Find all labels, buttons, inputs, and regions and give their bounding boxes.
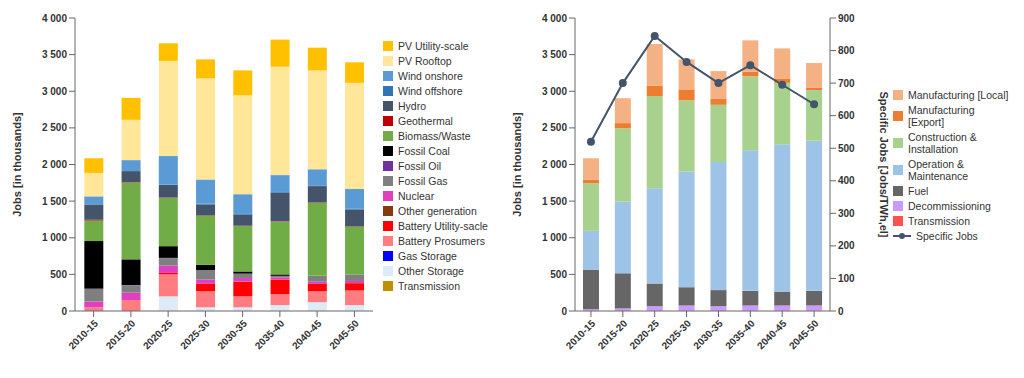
svg-text:2 500: 2 500	[542, 122, 567, 133]
svg-text:2045-50: 2045-50	[787, 317, 821, 351]
html-text:Fuel: Fuel	[908, 185, 929, 197]
svg-text:3 000: 3 000	[542, 86, 567, 97]
svg-text:2020-25: 2020-25	[627, 317, 661, 351]
html-text:Fossil Coal: Fossil Coal	[398, 144, 450, 157]
svg-text:4 000: 4 000	[42, 13, 67, 24]
svg-text:3 000: 3 000	[42, 86, 67, 97]
svg-text:2045-50: 2045-50	[327, 317, 361, 351]
svg-text:2 500: 2 500	[42, 122, 67, 133]
svg-text:3 500: 3 500	[542, 49, 567, 60]
svg-text:4 000: 4 000	[542, 13, 567, 24]
html-text:Other generation: Other generation	[398, 204, 477, 217]
html-text:Hydro: Hydro	[398, 99, 426, 112]
svg-text:600: 600	[838, 110, 855, 121]
html-text:PV Rooftop: PV Rooftop	[398, 54, 452, 67]
svg-text:700: 700	[838, 78, 855, 89]
svg-text:1 500: 1 500	[42, 196, 67, 207]
html-text:Nuclear: Nuclear	[398, 189, 435, 202]
svg-text:Specific Jobs [Jobs/TWh,el]: Specific Jobs [Jobs/TWh,el]	[878, 91, 890, 237]
svg-text:800: 800	[838, 45, 855, 56]
svg-text:2015-20: 2015-20	[104, 317, 138, 351]
svg-text:2010-15: 2010-15	[66, 317, 100, 351]
html-text:Wind onshore: Wind onshore	[398, 69, 463, 82]
html-text:Transmission: Transmission	[398, 279, 460, 292]
svg-text:500: 500	[550, 269, 567, 280]
html-text:Battery Prosumers: Battery Prosumers	[398, 234, 485, 247]
svg-text:2015-20: 2015-20	[596, 317, 630, 351]
html-text:Manufacturing [Export]: Manufacturing [Export]	[908, 104, 975, 128]
svg-text:500: 500	[838, 143, 855, 154]
svg-text:1 000: 1 000	[542, 232, 567, 243]
html-text:Fossil Oil: Fossil Oil	[398, 159, 442, 172]
html-text:PV Utility-scale: PV Utility-scale	[398, 39, 469, 52]
svg-text:Jobs [in thousands]: Jobs [in thousands]	[511, 112, 523, 217]
svg-text:1 000: 1 000	[42, 232, 67, 243]
svg-text:2040-45: 2040-45	[755, 317, 789, 351]
svg-text:Jobs [in thousands]: Jobs [in thousands]	[11, 112, 23, 217]
svg-text:400: 400	[838, 175, 855, 186]
html-text:Decommissioning: Decommissioning	[908, 200, 991, 212]
svg-text:2025-30: 2025-30	[178, 317, 212, 351]
svg-text:2030-35: 2030-35	[691, 317, 725, 351]
svg-text:100: 100	[838, 273, 855, 284]
svg-text:2010-15: 2010-15	[564, 317, 598, 351]
html-text:Operation & Maintenance: Operation & Maintenance	[908, 158, 969, 182]
html-text:Biomass/Waste: Biomass/Waste	[398, 129, 471, 142]
html-text:Manufacturing [Local]: Manufacturing [Local]	[908, 89, 1009, 101]
svg-text:1 500: 1 500	[542, 196, 567, 207]
html-text:Construction & Installation: Construction & Installation	[908, 131, 977, 155]
svg-text:3 500: 3 500	[42, 49, 67, 60]
svg-text:2020-25: 2020-25	[141, 317, 175, 351]
html-text:Battery Utility-sacle: Battery Utility-sacle	[398, 219, 488, 232]
svg-text:900: 900	[838, 13, 855, 24]
html-text:Other Storage: Other Storage	[398, 264, 464, 277]
html-text:Gas Storage: Gas Storage	[398, 249, 457, 262]
svg-text:2025-30: 2025-30	[659, 317, 693, 351]
svg-text:0: 0	[61, 306, 67, 317]
svg-text:2035-40: 2035-40	[253, 317, 287, 351]
svg-text:0: 0	[561, 306, 567, 317]
svg-text:300: 300	[838, 208, 855, 219]
svg-text:2035-40: 2035-40	[723, 317, 757, 351]
svg-text:2030-35: 2030-35	[215, 317, 249, 351]
svg-text:2 000: 2 000	[542, 159, 567, 170]
html-text:Wind offshore: Wind offshore	[398, 84, 463, 97]
svg-text:200: 200	[838, 240, 855, 251]
html-text:Transmission: Transmission	[908, 215, 970, 227]
html-text:Geothermal: Geothermal	[398, 114, 453, 127]
svg-text:2 000: 2 000	[42, 159, 67, 170]
svg-text:2040-45: 2040-45	[290, 317, 324, 351]
svg-text:0: 0	[838, 306, 844, 317]
html-text:Fossil Gas: Fossil Gas	[398, 174, 448, 187]
html-text:Specific Jobs: Specific Jobs	[916, 230, 978, 242]
svg-text:500: 500	[50, 269, 67, 280]
